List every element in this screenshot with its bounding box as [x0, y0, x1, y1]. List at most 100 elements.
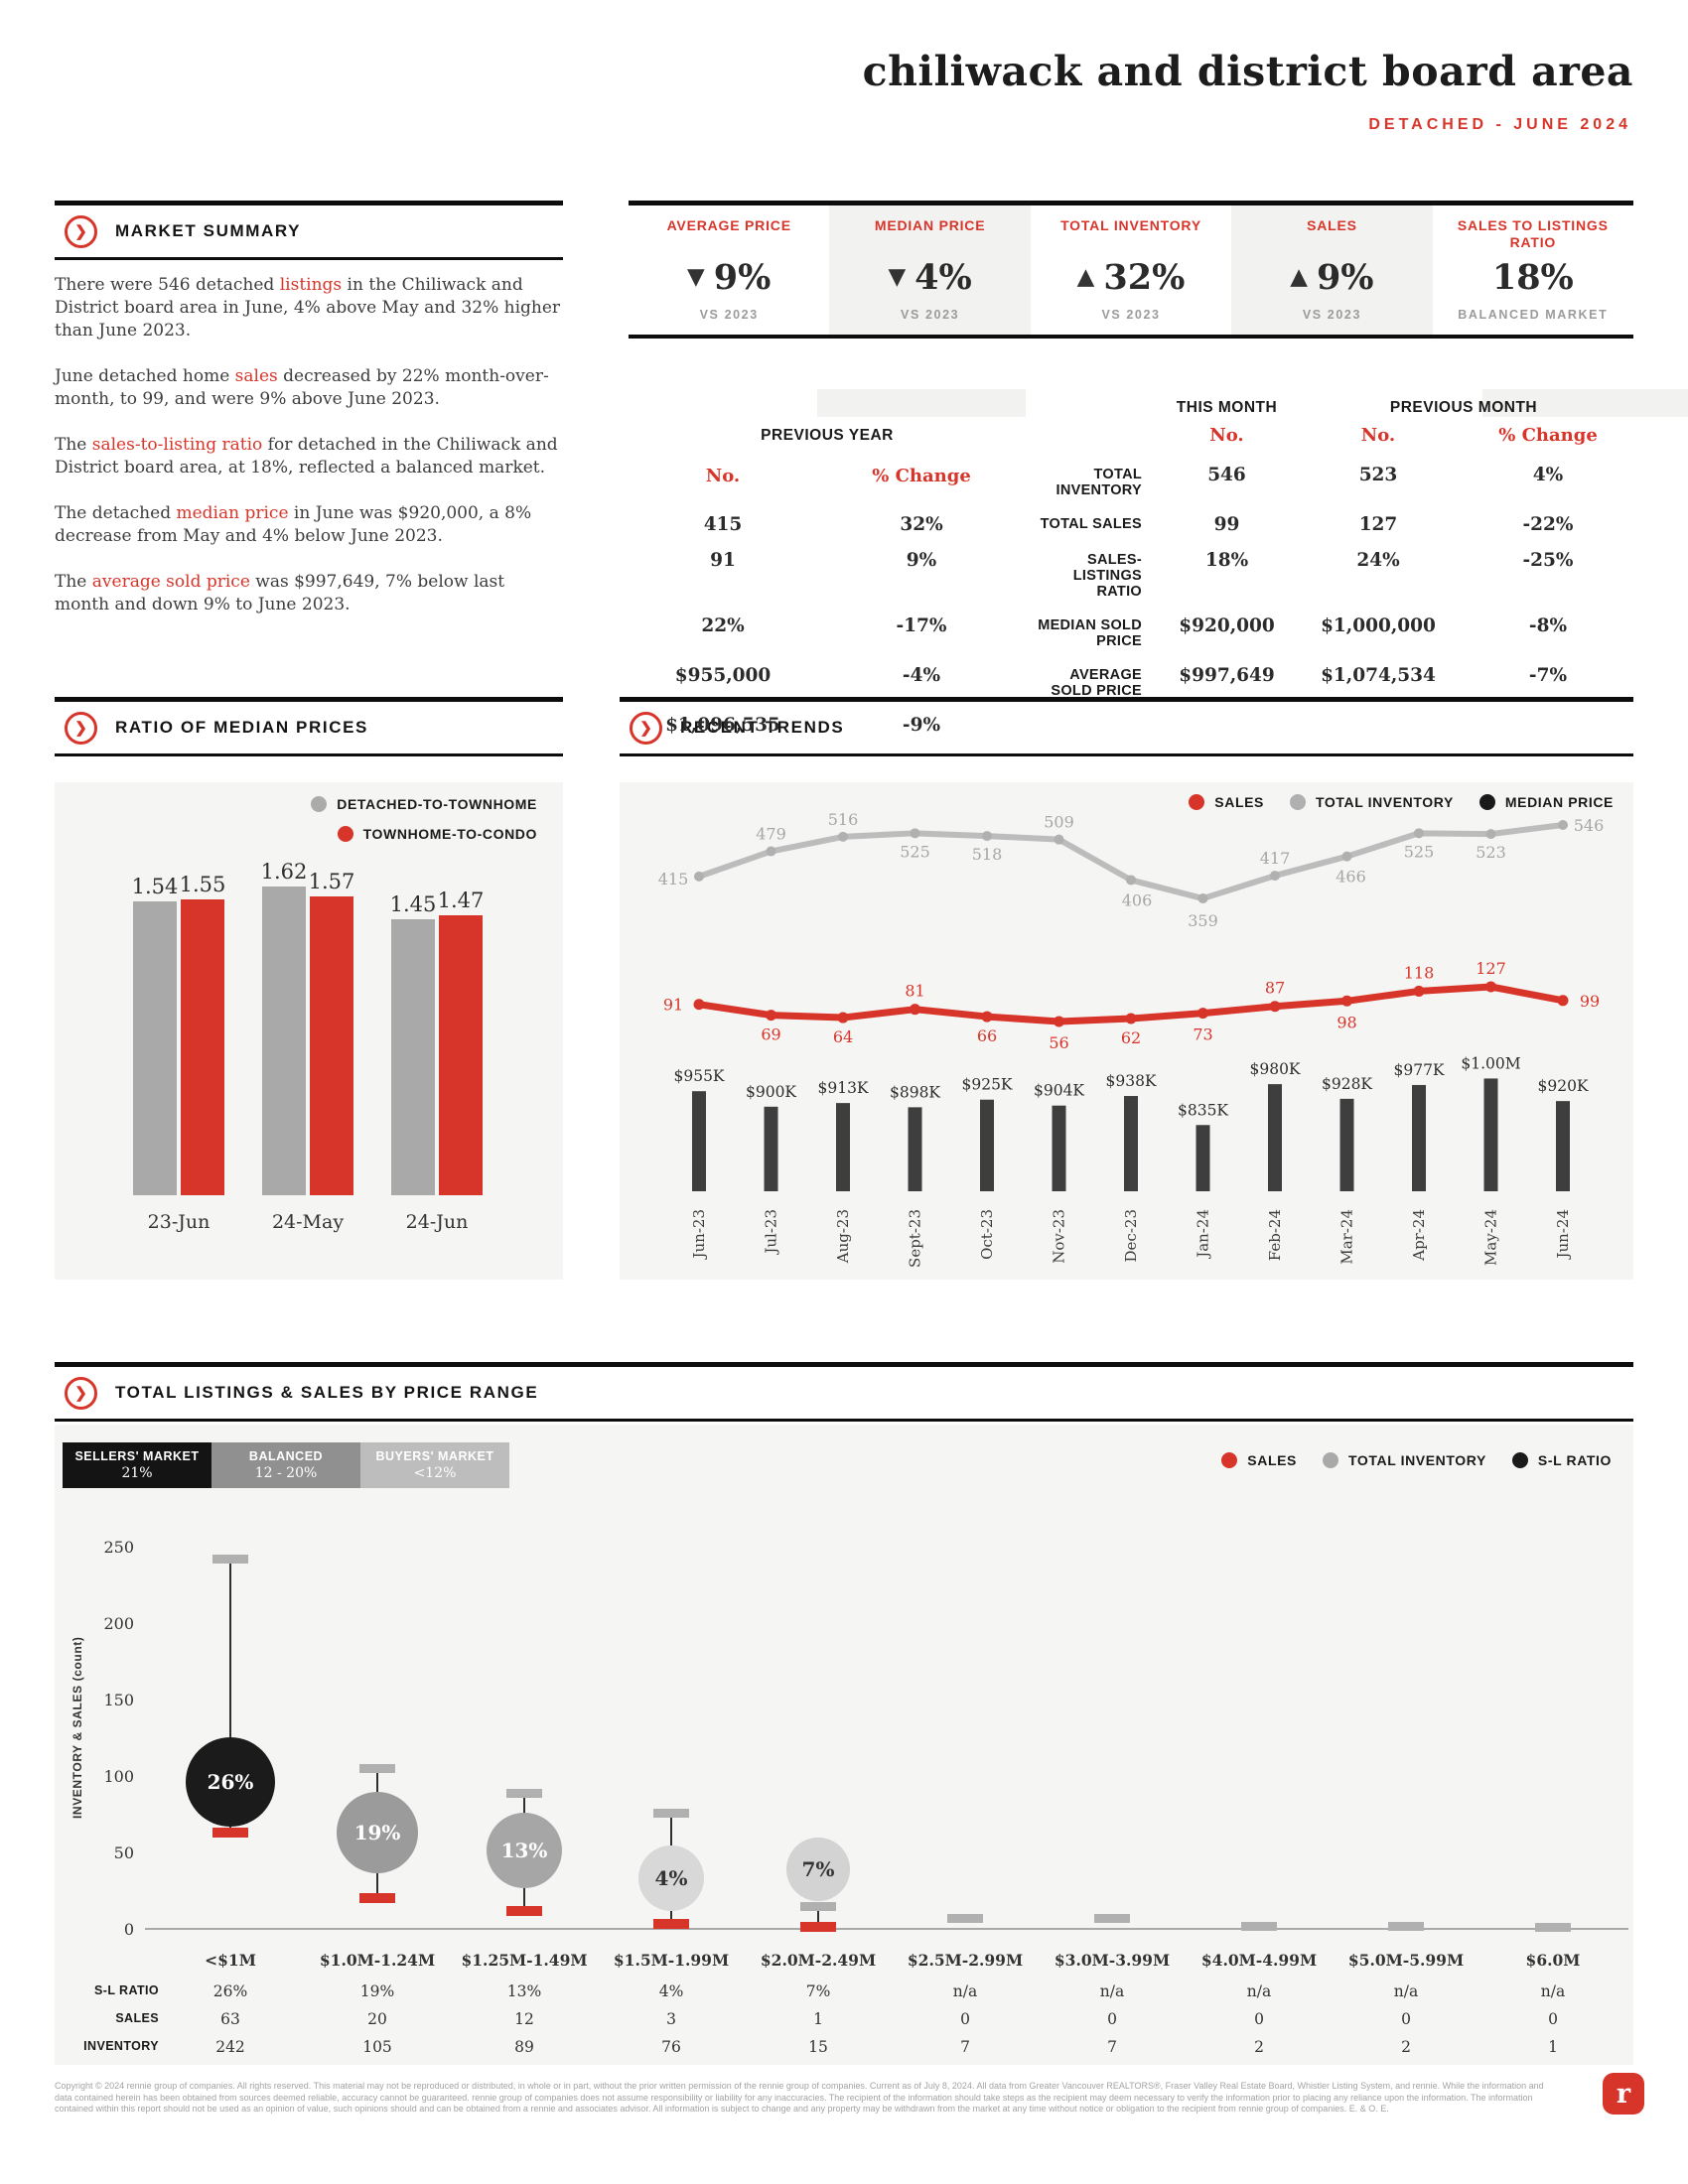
- svg-text:Feb-24: Feb-24: [1266, 1209, 1284, 1261]
- inventory-cap: [359, 1764, 395, 1774]
- svg-text:516: 516: [828, 810, 859, 829]
- table-row-label: SALES: [115, 2011, 159, 2025]
- stat-box-label: MEDIAN PRICE: [874, 217, 986, 233]
- stat-box: SALES ▲ 9% VS 2023: [1231, 205, 1433, 335]
- ratio-bar-value: 1.47: [437, 888, 485, 912]
- summary-paragraph: The average sold price was $997,649, 7% …: [55, 572, 505, 614]
- market-chips: SELLERS' MARKET 21% BALANCED 12 - 20% BUYERS…: [63, 1442, 509, 1488]
- stat-box-subtext: BALANCED MARKET: [1458, 308, 1609, 322]
- price-category-label: $6.0M: [1525, 1951, 1581, 1970]
- chevron-circle-icon: ❯: [65, 711, 97, 745]
- legend-item: TOWNHOME-TO-CONDO: [337, 826, 537, 842]
- table-row-label: MEDIAN SOLD PRICE: [1038, 617, 1142, 649]
- rennie-logo: r: [1603, 2073, 1644, 2115]
- svg-text:546: 546: [1574, 816, 1605, 835]
- svg-text:$977K: $977K: [1393, 1061, 1444, 1079]
- ratio-category-label: 24-Jun: [405, 1211, 469, 1233]
- table-cell: -4%: [902, 665, 941, 686]
- inventory-cap: [212, 1555, 248, 1565]
- svg-text:Dec-23: Dec-23: [1122, 1209, 1140, 1262]
- sl-ratio-cell: n/a: [1393, 1982, 1419, 2000]
- sl-ratio-cell: n/a: [1540, 1982, 1566, 2000]
- legend-dot-icon: [1289, 794, 1306, 810]
- table-cell: 523: [1358, 465, 1398, 485]
- ratio-category-label: 24-May: [271, 1211, 345, 1233]
- col-subheader: % Change: [1498, 425, 1598, 446]
- table-row-label: S-L RATIO: [94, 1983, 159, 1997]
- stat-box-number: 4%: [914, 256, 972, 298]
- svg-text:56: 56: [1049, 1033, 1068, 1052]
- legend-dot-icon: [1221, 1452, 1238, 1468]
- inventory-cap: [506, 1788, 542, 1798]
- legend-item: MEDIAN PRICE: [1478, 794, 1614, 810]
- stat-box-label: TOTAL INVENTORY: [1060, 217, 1201, 233]
- table-cell: -17%: [896, 615, 947, 636]
- svg-text:518: 518: [972, 845, 1003, 864]
- sl-ratio-cell: n/a: [952, 1982, 978, 2000]
- legend-item: S-L RATIO: [1511, 1452, 1612, 1468]
- table-cell: 4%: [1532, 465, 1564, 485]
- market-summary-paragraphs: There were 546 detached listings in the …: [55, 274, 563, 639]
- table-cell: $1,074,534: [1321, 665, 1436, 686]
- sl-ratio-cell: 19%: [359, 1982, 395, 2000]
- col-header: PREVIOUS MONTH: [1389, 399, 1538, 416]
- inventory-cell: 7: [960, 2038, 970, 2056]
- sales-cap: [653, 1919, 689, 1930]
- svg-text:523: 523: [1476, 843, 1506, 862]
- svg-text:525: 525: [900, 842, 930, 861]
- sl-ratio-bubble: 13%: [487, 1813, 562, 1889]
- svg-text:Sept-23: Sept-23: [907, 1209, 924, 1268]
- stat-box-number: 9%: [713, 256, 772, 298]
- legend-item: TOTAL INVENTORY: [1322, 1452, 1486, 1468]
- down-arrow-icon: ▼: [687, 264, 705, 290]
- previous-year-band: [1482, 389, 1688, 417]
- sl-ratio-cell: 7%: [805, 1982, 831, 2000]
- col-subheader: No.: [1209, 425, 1244, 446]
- ratio-bar: [391, 919, 435, 1195]
- table-row-label: SALES-LISTINGS RATIO: [1072, 552, 1142, 600]
- stat-box: MEDIAN PRICE ▼ 4% VS 2023: [829, 205, 1031, 335]
- stat-box-label: AVERAGE PRICE: [666, 217, 791, 233]
- stat-box: AVERAGE PRICE ▼ 9% VS 2023: [629, 205, 829, 335]
- ratio-legend: DETACHED-TO-TOWNHOME TOWNHOME-TO-CONDO: [311, 796, 537, 842]
- svg-text:525: 525: [1404, 842, 1435, 861]
- sales-cell: 0: [1254, 2010, 1264, 2028]
- svg-text:69: 69: [761, 1025, 780, 1044]
- up-arrow-icon: ▲: [1290, 264, 1308, 290]
- stat-box-subtext: VS 2023: [1302, 308, 1361, 322]
- svg-text:Mar-24: Mar-24: [1338, 1209, 1356, 1265]
- inventory-cap: [1241, 1921, 1277, 1931]
- table-row-label: TOTAL SALES: [1040, 516, 1142, 532]
- trends-heading: RECENT TRENDS: [680, 718, 845, 737]
- svg-text:62: 62: [1121, 1028, 1141, 1047]
- table-cell: 99: [1213, 514, 1240, 535]
- legend-item: SALES: [1189, 794, 1264, 810]
- legend-dot-icon: [1189, 794, 1205, 810]
- summary-paragraph: The detached median price in June was $9…: [55, 503, 532, 546]
- svg-text:Jan-24: Jan-24: [1195, 1209, 1212, 1260]
- range-line: [229, 1559, 231, 1833]
- x-axis-line: [145, 1928, 1628, 1930]
- legend-label: TOWNHOME-TO-CONDO: [362, 826, 537, 842]
- recent-trends-chart: SALES TOTAL INVENTORY MEDIAN PRICE $955K $90…: [620, 782, 1633, 1280]
- y-axis-tick: 50: [113, 1843, 134, 1862]
- ratio-bar-value: 1.55: [179, 873, 226, 896]
- stat-box-value: ▲ 9%: [1290, 254, 1373, 300]
- price-category-label: <$1M: [205, 1951, 256, 1970]
- svg-text:$913K: $913K: [817, 1079, 868, 1097]
- legend-dot-icon: [1478, 794, 1495, 810]
- y-axis-tick: 150: [103, 1691, 134, 1709]
- svg-text:$904K: $904K: [1034, 1082, 1084, 1100]
- trends-legend: SALES TOTAL INVENTORY MEDIAN PRICE: [1189, 794, 1614, 810]
- price-range-section-header: ❯ TOTAL LISTINGS & SALES BY PRICE RANGE: [55, 1362, 1633, 1422]
- ratio-heading: RATIO OF MEDIAN PRICES: [115, 718, 368, 737]
- svg-text:Jul-23: Jul-23: [763, 1209, 780, 1256]
- sales-cell: 1: [813, 2010, 823, 2028]
- inventory-cell: 2: [1401, 2038, 1411, 2056]
- legend-item: DETACHED-TO-TOWNHOME: [311, 796, 537, 812]
- stat-box-subtext: VS 2023: [901, 308, 960, 322]
- table-row-label: TOTAL INVENTORY: [1055, 467, 1142, 498]
- col-header: PREVIOUS YEAR: [761, 427, 894, 444]
- y-axis-tick: 0: [123, 1920, 134, 1939]
- table-cell: -25%: [1522, 550, 1574, 571]
